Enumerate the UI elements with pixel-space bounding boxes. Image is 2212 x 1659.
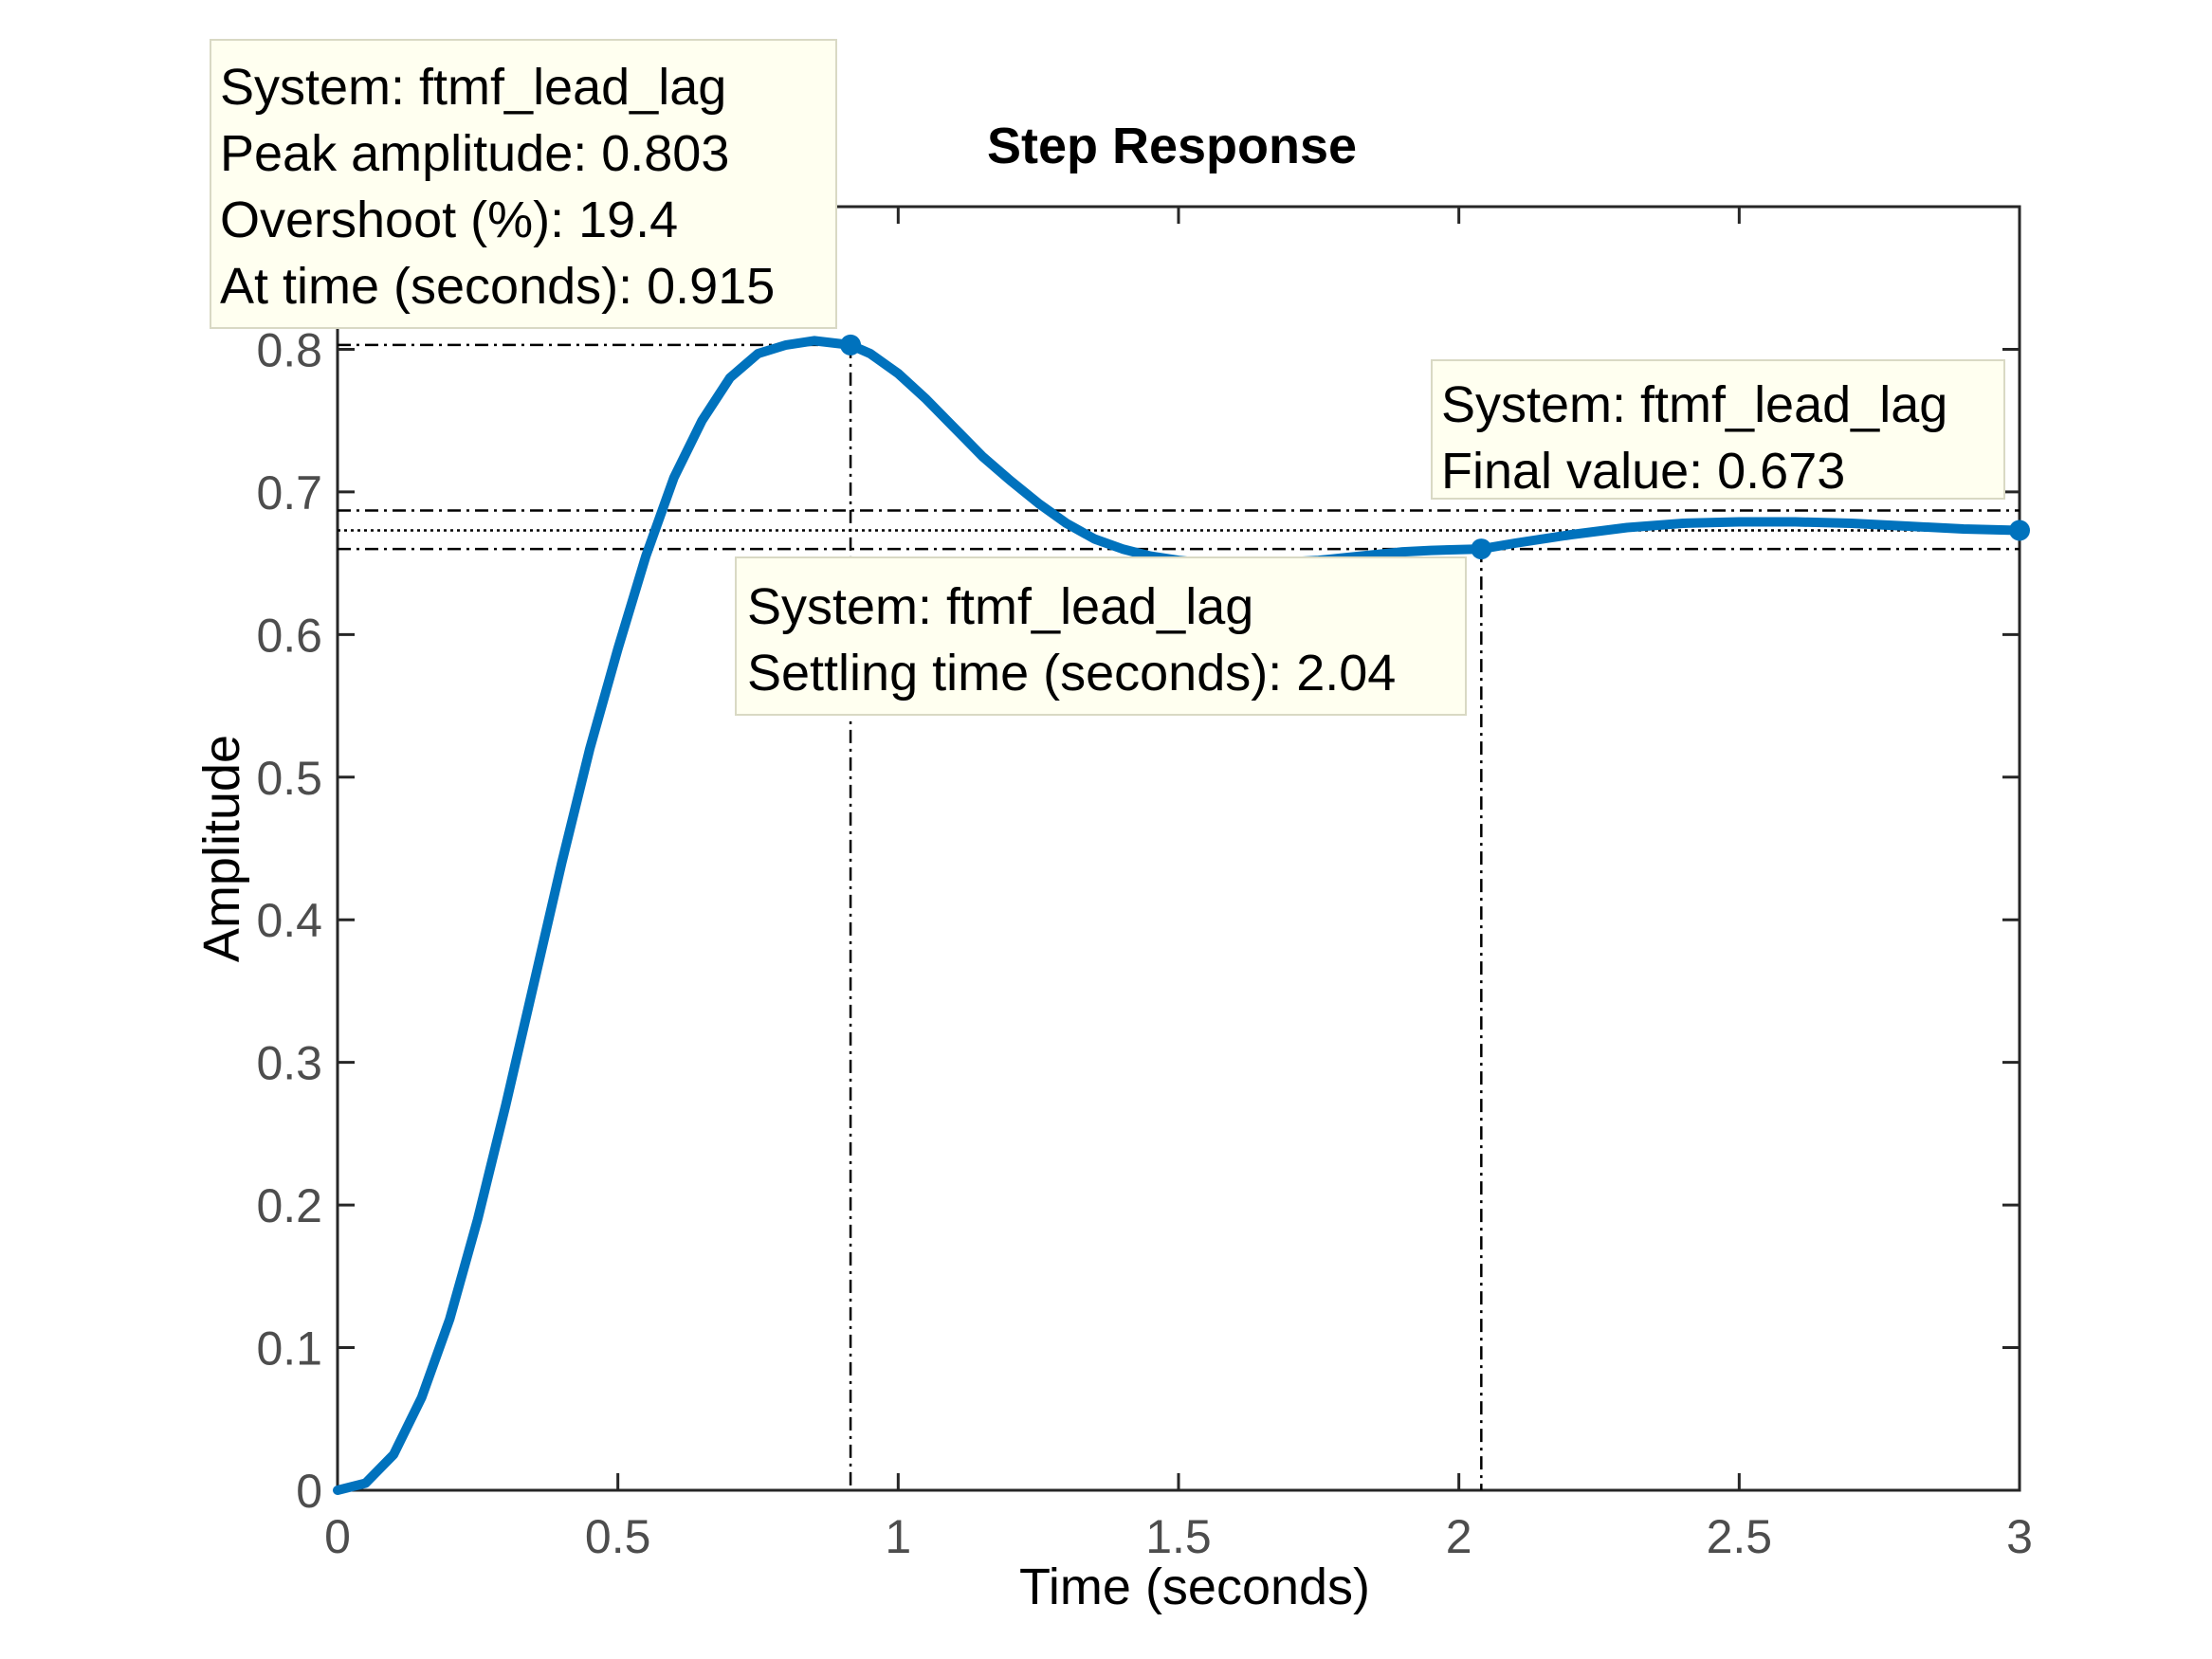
y-tick-label: 0.2	[256, 1179, 322, 1232]
datatip-peak-box	[210, 39, 837, 329]
x-tick-label: 0.5	[585, 1510, 651, 1563]
x-tick-label: 1	[885, 1510, 911, 1563]
y-tick-labels: 0 0.1 0.2 0.3 0.4 0.5 0.6 0.7 0.8	[256, 323, 322, 1518]
datatip-final-box	[1431, 359, 2005, 500]
y-tick-label: 0.8	[256, 323, 322, 376]
peak-marker	[840, 334, 862, 356]
datatip-peak-line: At time (seconds): 0.915	[220, 258, 775, 315]
series-layer	[333, 336, 2024, 1495]
x-tick-labels: 0 0.5 1 1.5 2 2.5 3	[324, 1510, 2033, 1563]
datatip-final-line: System: ftmf_lead_lag	[1441, 376, 1947, 433]
datatip-settling[interactable]: System: ftmf_lead_lag Settling time (sec…	[735, 556, 1467, 716]
y-tick-label: 0	[296, 1465, 322, 1518]
datatip-peak-line: Peak amplitude: 0.803	[220, 125, 729, 182]
datatip-peak-line: System: ftmf_lead_lag	[220, 59, 726, 116]
y-tick-label: 0.5	[256, 752, 322, 805]
settling-marker	[1471, 538, 1492, 560]
y-tick-label: 0.1	[256, 1322, 322, 1376]
datatip-peak-line: Overshoot (%): 19.4	[220, 191, 678, 248]
datatip-settling-line: Settling time (seconds): 2.04	[747, 645, 1396, 702]
y-tick-label: 0.6	[256, 609, 322, 662]
y-tick-label: 0.4	[256, 894, 322, 947]
datatip-settling-box	[735, 556, 1467, 716]
x-tick-label: 3	[2006, 1510, 2033, 1563]
x-tick-label: 2.5	[1707, 1510, 1773, 1563]
characteristic-markers	[840, 334, 2030, 560]
chart-title: Step Response	[987, 118, 1357, 174]
reference-lines	[338, 343, 2020, 1490]
x-axis-title: Time (seconds)	[1019, 1559, 1370, 1615]
y-tick-label: 0.3	[256, 1037, 322, 1090]
y-tick-label: 0.7	[256, 466, 322, 520]
datatip-peak[interactable]: System: ftmf_lead_lag Peak amplitude: 0.…	[210, 39, 837, 329]
x-tick-label: 0	[324, 1510, 351, 1563]
final-value-marker	[2009, 520, 2030, 541]
datatip-final-line: Final value: 0.673	[1441, 443, 1845, 500]
y-axis-title: Amplitude	[193, 735, 250, 962]
datatip-final[interactable]: System: ftmf_lead_lag Final value: 0.673	[1431, 359, 2005, 500]
x-tick-label: 1.5	[1145, 1510, 1212, 1563]
datatip-settling-line: System: ftmf_lead_lag	[747, 578, 1253, 635]
x-tick-label: 2	[1446, 1510, 1472, 1563]
step-response-line	[333, 336, 2024, 1495]
